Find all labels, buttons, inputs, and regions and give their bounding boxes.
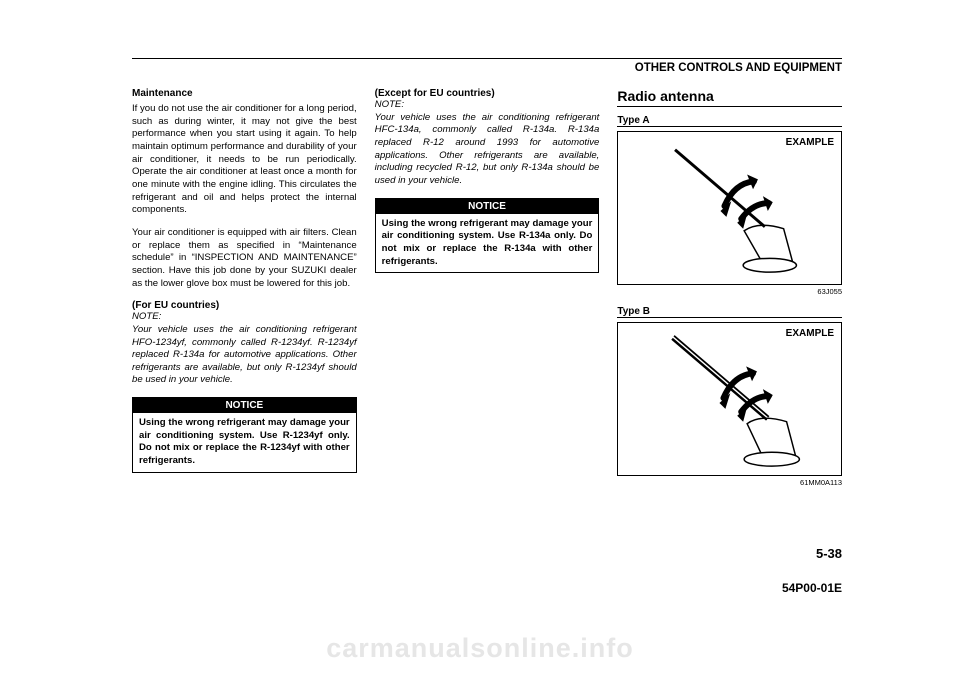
chapter-title: OTHER CONTROLS AND EQUIPMENT (132, 62, 842, 74)
page-number: 5-38 (816, 546, 842, 561)
except-heading: (Except for EU countries) (375, 88, 600, 99)
radio-antenna-heading: Radio antenna (617, 88, 842, 107)
maintenance-paragraph-1: If you do not use the air conditioner fo… (132, 103, 357, 217)
eu-heading: (For EU countries) (132, 300, 357, 311)
page-content: OTHER CONTROLS AND EQUIPMENT Maintenance… (132, 58, 842, 497)
type-a-label: Type A (617, 115, 842, 127)
note-label-1: NOTE: (132, 311, 357, 324)
type-b-label: Type B (617, 306, 842, 318)
antenna-b-icon (618, 323, 841, 475)
except-note-text: Your vehicle uses the air conditioning r… (375, 112, 600, 188)
notice-box-1: NOTICE Using the wrong refrigerant may d… (132, 397, 357, 473)
document-code: 54P00-01E (782, 581, 842, 595)
column-2: (Except for EU countries) NOTE: Your veh… (375, 88, 600, 497)
watermark-text: carmanualsonline.info (0, 633, 960, 664)
eu-note-text: Your vehicle uses the air conditioning r… (132, 324, 357, 387)
notice-body-2: Using the wrong refrigerant may damage y… (376, 214, 599, 273)
column-3: Radio antenna Type A EXAMPLE 63J055 Type (617, 88, 842, 497)
notice-body-1: Using the wrong refrigerant may damage y… (133, 413, 356, 472)
illustration-code-b: 61MM0A113 (617, 478, 842, 487)
antenna-a-icon (618, 132, 841, 284)
illustration-type-a: EXAMPLE (617, 131, 842, 285)
header-rule (132, 58, 842, 59)
note-label-2: NOTE: (375, 99, 600, 112)
column-1: Maintenance If you do not use the air co… (132, 88, 357, 497)
notice-box-2: NOTICE Using the wrong refrigerant may d… (375, 198, 600, 274)
notice-title-2: NOTICE (376, 199, 599, 214)
column-container: Maintenance If you do not use the air co… (132, 88, 842, 497)
notice-title-1: NOTICE (133, 398, 356, 413)
illustration-type-b: EXAMPLE (617, 322, 842, 476)
illustration-code-a: 63J055 (617, 287, 842, 296)
maintenance-paragraph-2: Your air conditioner is equipped with ai… (132, 227, 357, 290)
maintenance-heading: Maintenance (132, 88, 357, 99)
